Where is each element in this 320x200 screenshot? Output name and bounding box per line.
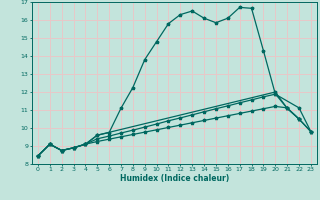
X-axis label: Humidex (Indice chaleur): Humidex (Indice chaleur): [120, 174, 229, 183]
